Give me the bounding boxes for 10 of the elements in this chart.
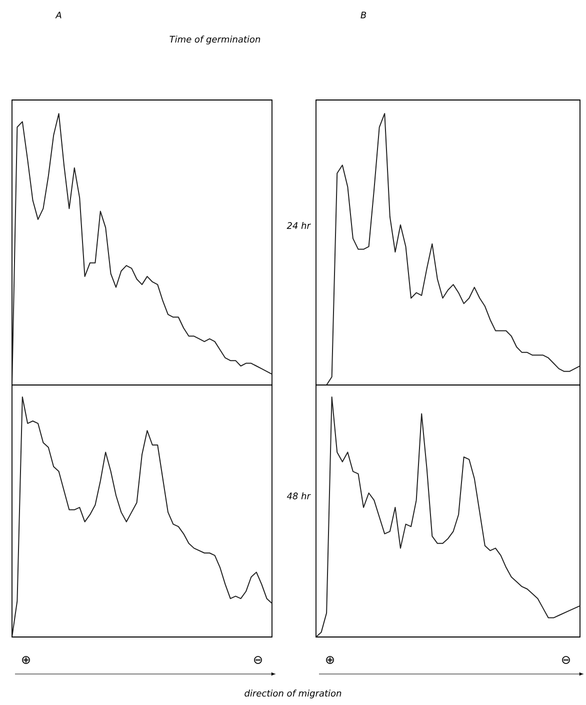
text: ⊖: [562, 656, 570, 664]
text: ⊕: [326, 656, 334, 664]
text: Time of germination: [170, 36, 260, 44]
x-axis-title: direction of migration: [244, 690, 342, 698]
y-axis-title: 48 hr: [286, 492, 311, 500]
chart-title: A: [55, 12, 62, 18]
chart-title: B: [360, 12, 366, 18]
text: ⊕: [22, 656, 30, 664]
text: ⊖: [254, 656, 262, 664]
y-axis-title: 24 hr: [286, 222, 311, 229]
